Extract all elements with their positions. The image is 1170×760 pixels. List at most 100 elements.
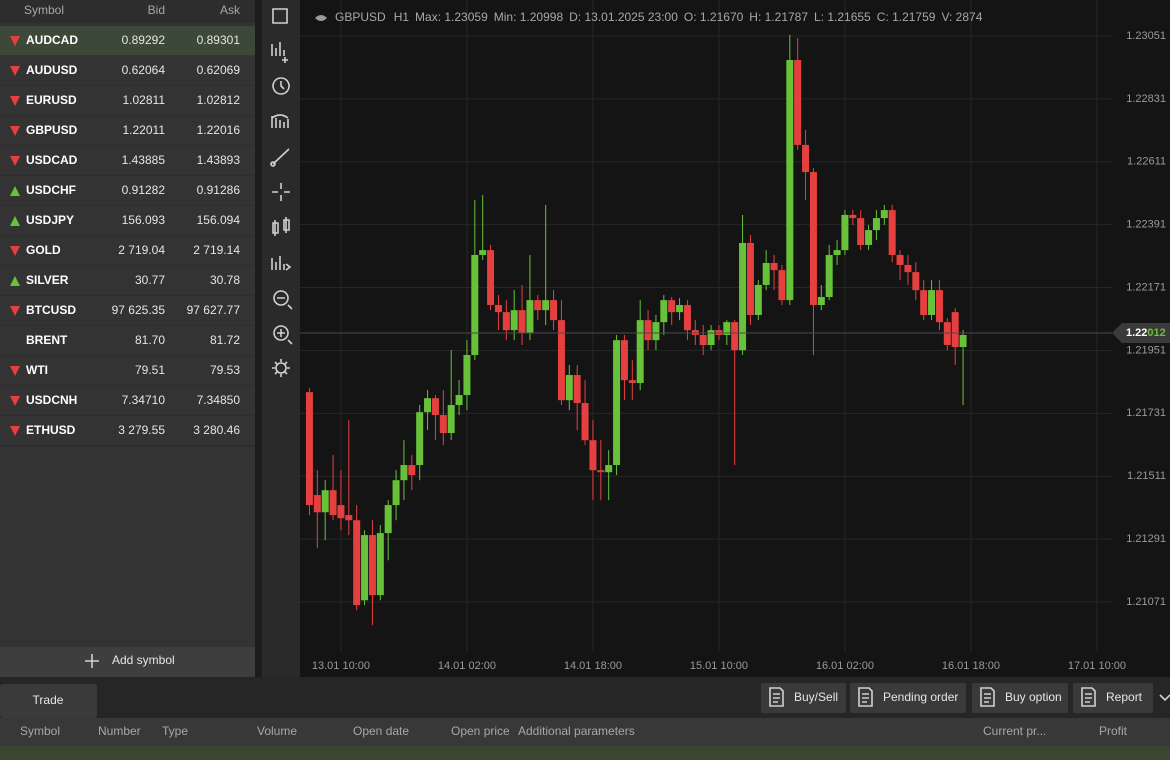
candle-body	[943, 322, 951, 346]
y-tick-label: 1.21951	[1126, 344, 1166, 356]
trend-down-icon	[10, 246, 20, 256]
watchlist-row[interactable]: USDJPY 156.093 156.094	[0, 206, 255, 237]
symbol: EURUSD	[26, 93, 77, 107]
toolbar-icon[interactable]	[272, 8, 288, 24]
button-label: Buy/Sell	[794, 690, 838, 704]
candle-body	[754, 284, 762, 315]
watchlist-row[interactable]: AUDUSD 0.62064 0.62069	[0, 56, 255, 87]
watchlist-row[interactable]: AUDCAD 0.89292 0.89301	[0, 26, 255, 57]
candle-body	[825, 254, 833, 297]
candle-body	[400, 465, 408, 481]
x-tick-label: 16.01 02:00	[816, 660, 874, 672]
candle-body	[794, 60, 802, 145]
candle-body	[739, 242, 747, 351]
watchlist-row[interactable]: EURUSD 1.02811 1.02812	[0, 86, 255, 117]
table-header	[0, 718, 1170, 746]
candle-body	[857, 218, 865, 245]
watchlist-row[interactable]: GOLD 2 719.04 2 719.14	[0, 236, 255, 267]
bid: 0.62064	[122, 63, 166, 77]
table-column: Volume	[257, 724, 297, 738]
candle-body	[502, 312, 510, 331]
candle-body	[731, 322, 739, 351]
add-symbol-button[interactable]: Add symbol	[0, 647, 255, 677]
ask: 1.02812	[197, 93, 241, 107]
ask: 3 280.46	[193, 423, 240, 437]
toolbar-button[interactable]: Buy option	[972, 683, 1068, 713]
y-tick-label: 1.23051	[1126, 30, 1166, 42]
bid: 3 279.55	[118, 423, 165, 437]
trade-tab[interactable]: Trade	[0, 684, 97, 718]
toolbar-button[interactable]: Buy/Sell	[761, 683, 846, 713]
candle-body	[668, 300, 676, 313]
toolbar-button[interactable]: Pending order	[850, 683, 966, 713]
candle-body	[361, 535, 369, 601]
candle-body	[573, 375, 581, 404]
x-tick-label: 14.01 18:00	[564, 660, 622, 672]
ask: 30.78	[210, 273, 240, 287]
toolbar-icon[interactable]	[271, 256, 292, 271]
watchlist-row[interactable]: USDCAD 1.43885 1.43893	[0, 146, 255, 177]
toolbar-icon[interactable]	[271, 42, 288, 63]
candle-body	[613, 340, 621, 466]
toolbar-icon[interactable]	[272, 217, 290, 236]
watchlist-row[interactable]: USDCHF 0.91282 0.91286	[0, 176, 255, 207]
eye-icon	[315, 15, 327, 21]
bid: 7.34710	[122, 393, 166, 407]
watchlist-row[interactable]: BTCUSD 97 625.35 97 627.77	[0, 296, 255, 327]
header-stat: V: 2874	[941, 10, 982, 24]
toolbar-icon[interactable]	[270, 148, 290, 167]
toolbar-icon[interactable]	[272, 359, 290, 377]
button-background	[850, 683, 966, 713]
header-timeframe: H1	[394, 10, 410, 24]
candle-body	[762, 262, 770, 285]
button-label: Pending order	[883, 690, 958, 704]
candle-body	[565, 375, 573, 401]
candle-body	[353, 520, 361, 606]
trend-up-icon	[10, 186, 20, 196]
trend-down-icon	[10, 306, 20, 316]
row-background	[0, 266, 255, 296]
toolbar-icon[interactable]	[271, 114, 289, 128]
candle-body	[487, 250, 495, 305]
watchlist-row[interactable]: SILVER 30.77 30.78	[0, 266, 255, 297]
candle-body	[896, 254, 904, 265]
toolbar-icon[interactable]	[273, 325, 293, 345]
bid: 2 719.04	[118, 243, 165, 257]
watchlist-row[interactable]: USDCNH 7.34710 7.34850	[0, 386, 255, 417]
toolbar-icon[interactable]	[272, 77, 290, 95]
row-background	[0, 206, 255, 236]
row-background	[0, 26, 255, 56]
watchlist-row[interactable]: BRENT 81.70 81.72	[0, 326, 255, 357]
ask: 156.094	[197, 213, 241, 227]
toolbar-icon[interactable]	[273, 290, 293, 310]
candle-body	[833, 250, 841, 255]
bid: 30.77	[135, 273, 165, 287]
table-column: Type	[162, 724, 188, 738]
column-header: Bid	[148, 3, 165, 17]
bid: 1.02811	[123, 93, 166, 107]
symbol: GBPUSD	[26, 123, 78, 137]
toolbar-button[interactable]: Report	[1073, 683, 1153, 713]
header-stat: C: 1.21759	[877, 10, 936, 24]
x-tick-label: 13.01 10:00	[312, 660, 370, 672]
current-price-tag	[1112, 323, 1170, 344]
candle-body	[951, 312, 959, 348]
watchlist-row[interactable]: WTI 79.51 79.53	[0, 356, 255, 387]
ask: 2 719.14	[193, 243, 240, 257]
watchlist-row[interactable]: GBPUSD 1.22011 1.22016	[0, 116, 255, 147]
symbol: ETHUSD	[26, 423, 76, 437]
candle-body	[605, 465, 613, 473]
ask: 0.89301	[197, 33, 241, 47]
toolbar	[262, 0, 300, 677]
candle-body	[920, 290, 928, 315]
chevron-icon[interactable]	[1159, 694, 1170, 702]
tab-label: Trade	[33, 693, 64, 707]
trend-down-icon	[10, 36, 20, 46]
toolbar-icon[interactable]	[272, 183, 290, 201]
row-background	[0, 86, 255, 116]
bid: 0.89292	[122, 33, 166, 47]
watchlist-row[interactable]: ETHUSD 3 279.55 3 280.46	[0, 416, 255, 447]
y-tick-label: 1.21731	[1126, 407, 1166, 419]
candle-body	[392, 480, 400, 506]
